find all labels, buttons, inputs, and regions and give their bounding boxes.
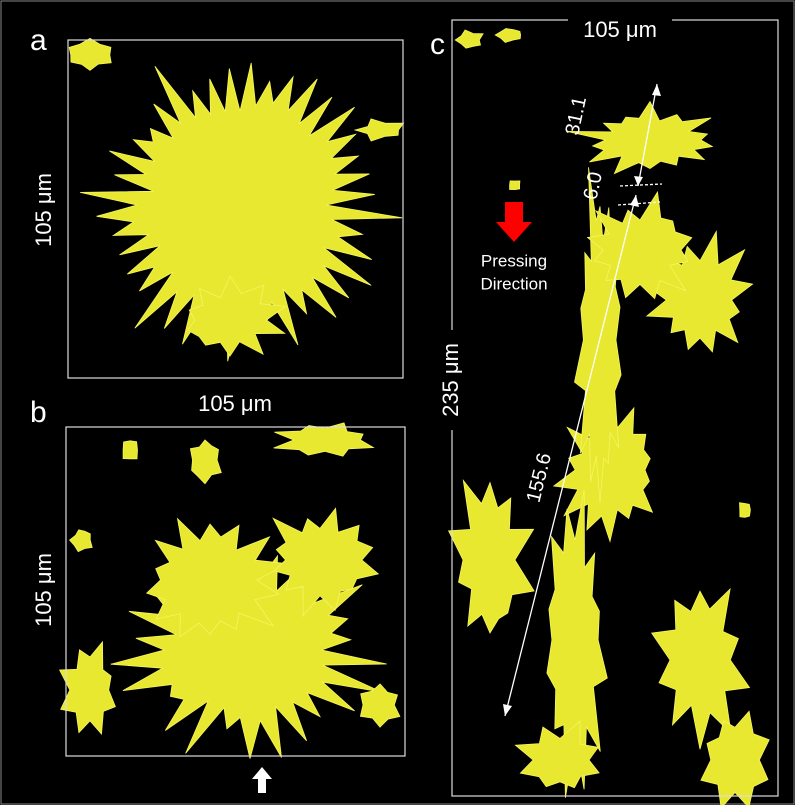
side-dimension: 105 μm bbox=[31, 553, 56, 627]
side-dimension: 235 μm bbox=[438, 343, 463, 417]
annotation: Pressing bbox=[481, 251, 547, 270]
top-dimension: 105 μm bbox=[583, 17, 657, 42]
page: {"panel_a": {"label": "a", "side_label":… bbox=[0, 0, 795, 805]
panel-label: c bbox=[430, 28, 445, 61]
panel-label: b bbox=[30, 396, 47, 429]
yellow-structure bbox=[740, 503, 751, 518]
yellow-structure bbox=[510, 181, 520, 190]
side-dimension: 105 μm bbox=[31, 173, 56, 247]
yellow-structure bbox=[123, 441, 137, 459]
top-dimension: 105 μm bbox=[198, 391, 272, 416]
panel-label: a bbox=[30, 24, 47, 57]
annotation: Direction bbox=[480, 274, 547, 293]
figure: a 105 μm b 105 μm 105 μm c 105 μm 235 μm… bbox=[0, 0, 795, 805]
